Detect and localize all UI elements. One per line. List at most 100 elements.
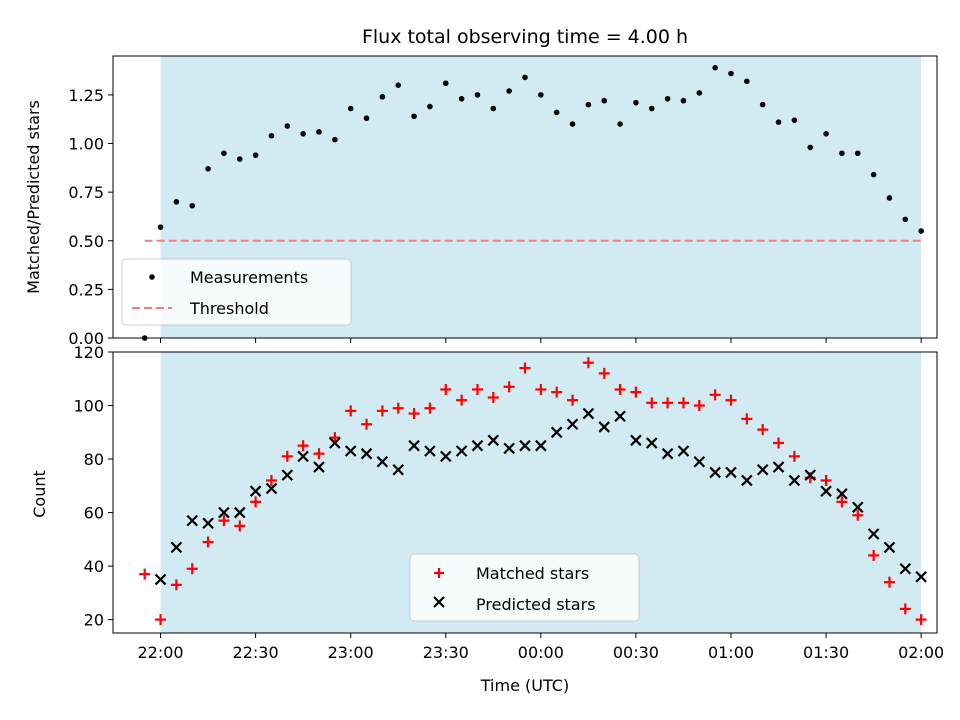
matched-point bbox=[440, 383, 452, 395]
predicted-point bbox=[249, 485, 262, 497]
predicted-point bbox=[566, 418, 579, 431]
matched-point bbox=[202, 536, 214, 548]
top-y-axis-title: Matched/Predicted stars bbox=[24, 100, 43, 294]
matched-point bbox=[503, 381, 515, 393]
predicted-point bbox=[915, 571, 927, 583]
matched-point bbox=[646, 397, 658, 409]
measurement-point bbox=[347, 105, 354, 112]
predicted-point bbox=[582, 407, 595, 420]
matched-point bbox=[741, 413, 753, 425]
measurement-point bbox=[886, 195, 893, 201]
top-y-tick-label: 0.50 bbox=[68, 232, 104, 251]
matched-point bbox=[313, 448, 325, 460]
top-y-tick-label: 0.00 bbox=[68, 329, 104, 348]
matched-point bbox=[662, 397, 674, 409]
predicted-point bbox=[741, 474, 753, 487]
measurement-point bbox=[648, 105, 655, 112]
predicted-point bbox=[202, 517, 214, 530]
bottom-y-tick-label: 40 bbox=[84, 557, 104, 576]
x-tick-label: 00:30 bbox=[613, 643, 659, 662]
predicted-point bbox=[677, 445, 690, 457]
measurement-point bbox=[839, 150, 845, 157]
top-y-tick-label: 1.00 bbox=[68, 135, 104, 154]
matched-point bbox=[677, 397, 689, 409]
measurement-point bbox=[316, 129, 322, 135]
matched-point bbox=[234, 520, 246, 532]
matched-point bbox=[361, 418, 373, 430]
x-tick-label: 23:30 bbox=[423, 643, 469, 662]
matched-point bbox=[329, 432, 341, 444]
top-y-ticks: 0.00 0.25 0.50 0.75 1.00 1.25 bbox=[68, 86, 113, 348]
predicted-point bbox=[487, 434, 500, 447]
top-legend: Measurements Threshold bbox=[121, 258, 352, 326]
bottom-y-tick-label: 60 bbox=[84, 504, 104, 523]
predicted-point bbox=[424, 445, 436, 457]
predicted-point bbox=[614, 410, 626, 423]
measurement-point bbox=[807, 144, 814, 151]
x-tick-label: 23:00 bbox=[328, 643, 374, 662]
matched-point bbox=[471, 383, 483, 395]
predicted-point bbox=[788, 474, 801, 487]
top-y-tick-label: 0.25 bbox=[68, 280, 104, 299]
matched-point bbox=[551, 386, 563, 398]
predicted-point bbox=[535, 439, 547, 452]
legend-predicted-label: Predicted stars bbox=[476, 595, 596, 614]
matched-point bbox=[630, 386, 642, 398]
predicted-point bbox=[265, 482, 278, 495]
matched-point bbox=[614, 383, 626, 395]
matched-point bbox=[535, 383, 547, 395]
predicted-point bbox=[281, 469, 294, 481]
predicted-point bbox=[360, 447, 373, 460]
predicted-point bbox=[471, 439, 484, 452]
matched-point bbox=[709, 389, 721, 401]
predicted-point bbox=[756, 463, 769, 476]
matched-point bbox=[725, 394, 737, 406]
predicted-point bbox=[851, 501, 864, 513]
predicted-point bbox=[344, 445, 357, 457]
measurement-point bbox=[664, 95, 671, 102]
predicted-point bbox=[661, 447, 674, 460]
matched-point bbox=[582, 357, 594, 369]
measurement-point bbox=[585, 101, 592, 108]
matched-point bbox=[788, 450, 800, 462]
predicted-point bbox=[297, 450, 309, 463]
measurement-point bbox=[442, 80, 449, 87]
matched-point bbox=[567, 394, 579, 406]
predicted-point bbox=[439, 450, 452, 463]
predicted-point bbox=[186, 514, 199, 527]
measurement-point bbox=[252, 152, 259, 158]
measurement-point bbox=[363, 115, 370, 122]
matched-point bbox=[598, 367, 610, 379]
matched-stars-series bbox=[139, 357, 927, 626]
measurement-point bbox=[157, 224, 164, 230]
measurement-point bbox=[221, 150, 227, 157]
bottom-y-ticks: 20 40 60 80 100 120 bbox=[73, 343, 113, 630]
matched-point bbox=[836, 496, 848, 508]
matched-point bbox=[376, 405, 388, 417]
measurement-point bbox=[205, 166, 211, 172]
bottom-y-tick-label: 20 bbox=[84, 611, 104, 630]
bottom-legend-box bbox=[409, 553, 640, 622]
x-tick-label: 22:00 bbox=[137, 643, 183, 662]
measurement-point bbox=[458, 95, 465, 102]
predicted-point bbox=[804, 469, 817, 481]
legend-matched-marker bbox=[434, 568, 444, 578]
predicted-point bbox=[329, 437, 341, 449]
measurement-point bbox=[522, 74, 528, 81]
predicted-point bbox=[883, 541, 896, 554]
predicted-point bbox=[233, 506, 246, 519]
measurement-point bbox=[601, 97, 608, 104]
predicted-point bbox=[899, 562, 912, 575]
predicted-point bbox=[392, 463, 405, 476]
matched-point bbox=[170, 579, 182, 591]
measurement-point bbox=[918, 228, 924, 234]
bottom-y-tick-label: 100 bbox=[73, 397, 104, 416]
top-x-ticks bbox=[160, 338, 922, 343]
predicted-point bbox=[867, 528, 880, 540]
chart-title: Flux total observing time = 4.00 h bbox=[362, 26, 688, 48]
top-legend-box bbox=[121, 258, 352, 326]
matched-point bbox=[139, 568, 151, 580]
matched-point bbox=[820, 474, 832, 486]
measurement-point bbox=[823, 130, 829, 137]
measurement-point bbox=[680, 97, 687, 104]
